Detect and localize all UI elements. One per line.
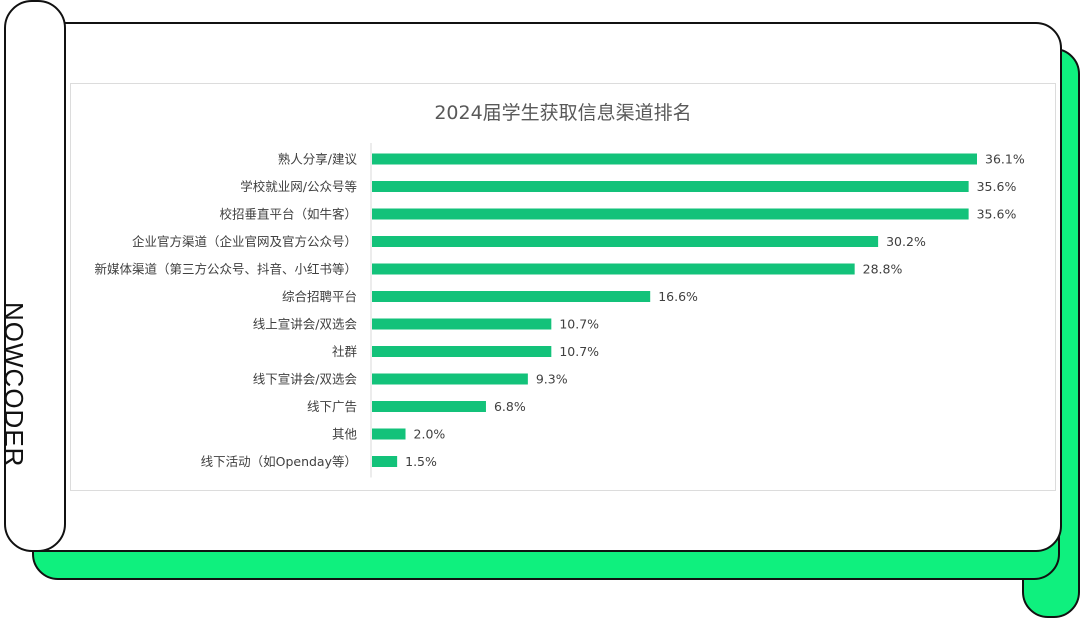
- bar: [372, 263, 855, 275]
- category-label: 社群: [332, 344, 358, 359]
- category-label: 企业官方渠道（企业官网及官方公众号）: [132, 234, 357, 249]
- category-label: 其他: [332, 427, 358, 442]
- bar: [372, 291, 651, 302]
- bar: [372, 346, 552, 357]
- brand-logo-text: NOWCODER: [0, 302, 29, 468]
- data-label: 2.0%: [414, 427, 446, 442]
- bar: [372, 401, 486, 412]
- bar: [372, 236, 879, 247]
- data-label: 30.2%: [886, 234, 926, 249]
- data-label: 10.7%: [559, 344, 599, 359]
- chart-title: 2024届学生获取信息渠道排名: [434, 102, 692, 124]
- bar: [372, 318, 552, 330]
- bar: [372, 428, 406, 440]
- category-label: 线下宣讲会/双选会: [253, 372, 358, 387]
- category-label: 熟人分享/建议: [278, 152, 358, 167]
- data-label: 10.7%: [559, 317, 599, 332]
- data-label: 28.8%: [863, 262, 903, 277]
- data-label: 35.6%: [977, 207, 1017, 222]
- data-label: 36.1%: [985, 152, 1025, 167]
- side-tab: NOWCODER: [0, 0, 66, 552]
- category-label: 综合招聘平台: [282, 289, 357, 304]
- bar: [372, 456, 398, 467]
- category-label: 线下广告: [307, 399, 357, 414]
- data-label: 1.5%: [405, 454, 437, 469]
- category-label: 线下活动（如Openday等）: [201, 454, 357, 469]
- category-label: 线上宣讲会/双选会: [253, 317, 358, 332]
- bar: [372, 153, 977, 165]
- category-label: 校招垂直平台（如牛客）: [219, 207, 357, 222]
- bar-chart: 熟人分享/建议 36.1% 学校就业网/公众号等 35.6% 校招垂直平台（如牛客） 35…: [94, 143, 1025, 478]
- bar: [372, 181, 969, 192]
- chart-container: 2024届学生获取信息渠道排名 熟人分享/建议 36.1% 学校就业网/公众号等 35…: [70, 83, 1056, 491]
- bar: [372, 208, 969, 220]
- bar: [372, 373, 528, 385]
- data-label: 9.3%: [536, 372, 568, 387]
- data-label: 16.6%: [658, 289, 698, 304]
- data-label: 35.6%: [977, 179, 1017, 194]
- data-label: 6.8%: [494, 399, 526, 414]
- category-label: 学校就业网/公众号等: [240, 179, 357, 194]
- category-label: 新媒体渠道（第三方公众号、抖音、小红书等）: [94, 262, 357, 277]
